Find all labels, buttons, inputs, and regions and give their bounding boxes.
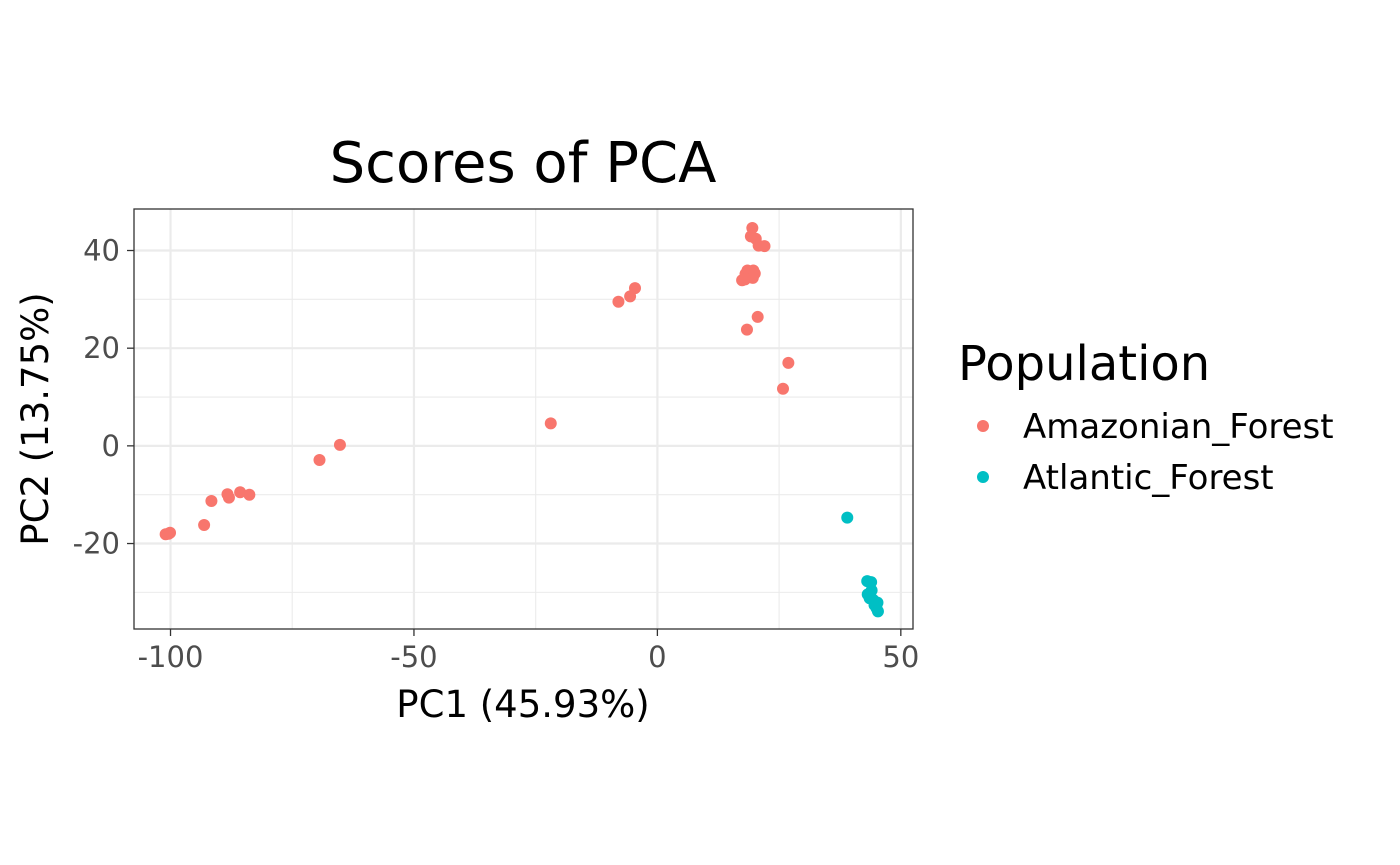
legend-items: Amazonian_Forest Atlantic_Forest — [977, 407, 1334, 498]
chart-title: Scores of PCA — [330, 131, 717, 196]
data-point — [871, 605, 884, 618]
legend-key — [977, 420, 989, 432]
y-axis: -20 0 20 40 — [73, 234, 134, 561]
legend-key — [977, 471, 989, 483]
data-point — [624, 290, 637, 303]
x-tick-label: -100 — [138, 640, 204, 674]
panel-background — [134, 209, 913, 629]
y-tick-label: 40 — [83, 234, 120, 268]
data-point — [333, 438, 346, 451]
data-point — [740, 323, 753, 336]
data-point — [544, 417, 557, 430]
x-axis: -100 -50 0 50 — [138, 629, 919, 674]
data-point — [782, 356, 795, 369]
plot-panel — [133, 208, 914, 630]
legend-label: Atlantic_Forest — [1023, 458, 1274, 498]
data-point — [864, 590, 877, 603]
x-axis-title: PC1 (45.93%) — [396, 683, 649, 726]
data-point — [313, 454, 326, 467]
data-points — [159, 222, 884, 618]
data-point — [777, 382, 790, 395]
legend-title: Population — [958, 336, 1210, 392]
data-point — [739, 273, 752, 286]
minor-gridlines — [134, 209, 913, 629]
data-point — [758, 240, 771, 253]
data-point — [205, 495, 218, 508]
x-tick-label: -50 — [390, 640, 437, 674]
legend: Population Amazonian_Forest Atlantic_Fore… — [958, 336, 1334, 498]
y-axis-title: PC2 (13.75%) — [14, 292, 57, 545]
panel-border — [133, 208, 914, 630]
legend-label: Amazonian_Forest — [1023, 407, 1334, 447]
data-point — [164, 526, 177, 539]
y-tick-label: 0 — [102, 429, 120, 463]
major-gridlines — [134, 209, 913, 629]
y-tick-label: 20 — [83, 331, 120, 365]
x-tick-label: 50 — [882, 640, 919, 674]
data-point — [841, 511, 854, 524]
data-point — [612, 295, 625, 308]
data-point — [751, 310, 764, 323]
y-tick-label: -20 — [73, 527, 120, 561]
data-point — [222, 491, 235, 504]
data-point — [234, 486, 247, 499]
x-tick-label: 0 — [648, 640, 666, 674]
data-point — [198, 518, 211, 531]
data-point — [243, 488, 256, 501]
